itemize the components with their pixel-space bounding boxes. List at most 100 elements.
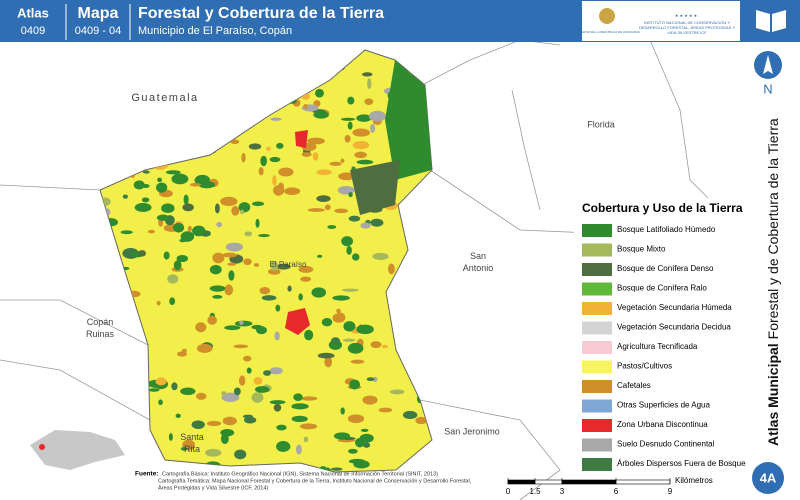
- cover-patch: [266, 146, 271, 151]
- cover-patch: [338, 58, 352, 63]
- north-arrow-needle: [763, 55, 773, 74]
- cover-patch: [142, 170, 150, 174]
- cover-patch: [195, 322, 207, 333]
- cover-patch: [425, 54, 432, 62]
- legend-swatch: [582, 302, 612, 315]
- cover-patch: [311, 287, 327, 298]
- cover-patch: [100, 235, 103, 242]
- cover-patch: [155, 377, 167, 386]
- cover-patch: [269, 156, 281, 163]
- cover-patch: [300, 276, 312, 282]
- legend-swatch: [582, 263, 612, 276]
- cover-patch: [180, 387, 196, 396]
- cover-patch: [356, 114, 372, 122]
- cover-patch: [292, 50, 300, 52]
- place-label: San Antonio: [463, 251, 494, 273]
- cover-patch: [304, 329, 314, 341]
- atlas-label: Atlas: [17, 5, 49, 20]
- urban-patch: [285, 308, 310, 335]
- cover-patch: [260, 155, 267, 167]
- municipality: [99, 49, 433, 473]
- cover-patch: [165, 170, 181, 175]
- cover-patch: [307, 137, 325, 145]
- cover-patch: [248, 119, 254, 126]
- place-label: Florida: [587, 119, 615, 129]
- cover-patch: [109, 240, 116, 248]
- cover-patch: [291, 72, 300, 77]
- cover-patch: [269, 367, 283, 375]
- cover-patch: [300, 396, 318, 401]
- cover-patch: [227, 262, 237, 266]
- cover-patch: [207, 315, 217, 325]
- urban-patch: [295, 130, 308, 148]
- source-line: Áreas Protegidas y Vida Silvestre (ICF, …: [158, 484, 268, 491]
- cover-patch: [133, 180, 145, 190]
- cover-patch: [101, 304, 108, 310]
- cover-patch: [100, 382, 103, 389]
- cover-patch: [426, 178, 432, 189]
- cover-patch: [127, 338, 134, 343]
- cover-patch: [336, 308, 341, 314]
- mapa-number: 0409 - 04: [75, 25, 121, 37]
- cover-patch: [171, 131, 186, 136]
- cover-patch: [368, 110, 386, 122]
- cover-patch: [360, 222, 371, 229]
- cover-patch: [222, 416, 237, 426]
- cover-patch: [100, 259, 101, 265]
- cover-patch: [370, 341, 382, 349]
- cover-patch: [175, 413, 181, 418]
- cover-patch: [273, 403, 282, 412]
- cover-patch: [137, 122, 153, 126]
- cover-patch: [255, 218, 260, 228]
- cover-patch: [397, 331, 409, 342]
- forest-block: [385, 60, 432, 180]
- logo-right: INSTITUTO NACIONAL DE CONSERVACIÓN Y DES…: [638, 20, 736, 35]
- cover-patch: [243, 258, 252, 266]
- cover-patch: [100, 51, 104, 59]
- cover-patch: [347, 414, 365, 424]
- cover-patch: [426, 91, 432, 98]
- cover-patch: [202, 91, 212, 96]
- cover-patch: [192, 225, 206, 237]
- legend-swatch: [582, 282, 612, 296]
- cover-patch: [275, 304, 281, 312]
- cover-patch: [100, 147, 103, 154]
- cover-patch: [344, 134, 351, 143]
- cover-patch: [148, 388, 160, 392]
- cover-patch: [422, 261, 432, 266]
- cover-patch: [256, 69, 263, 78]
- cover-patch: [276, 441, 291, 452]
- cover-patch: [271, 93, 286, 100]
- cover-patch: [134, 202, 152, 212]
- cover-patch: [258, 91, 269, 99]
- cover-patch: [205, 141, 220, 149]
- cover-patch: [243, 355, 252, 362]
- cover-patch: [343, 321, 356, 332]
- cover-patch: [151, 159, 169, 170]
- cover-patch: [100, 283, 112, 292]
- cover-patch: [338, 172, 355, 181]
- cover-patch: [100, 80, 104, 92]
- cover-patch: [214, 203, 220, 214]
- cover-patch: [222, 252, 238, 258]
- cover-patch: [298, 265, 314, 273]
- cover-patch: [103, 208, 111, 217]
- cover-patch: [231, 52, 248, 58]
- cover-patch: [347, 121, 353, 130]
- cover-patch: [276, 142, 284, 149]
- cover-patch: [317, 352, 335, 359]
- place-label: Guatemala: [131, 92, 198, 104]
- cover-patch: [122, 294, 132, 303]
- cover-patch: [352, 141, 370, 150]
- cover-patch: [263, 370, 272, 376]
- cover-patch: [231, 206, 240, 216]
- page-badge: [752, 462, 784, 494]
- cover-patch: [164, 109, 176, 113]
- cover-patch: [312, 152, 319, 161]
- cover-patch: [287, 285, 292, 292]
- mapa-label: Mapa: [78, 5, 119, 22]
- cover-patch: [317, 254, 323, 258]
- cover-patch: [100, 181, 108, 187]
- cover-patch: [417, 304, 427, 310]
